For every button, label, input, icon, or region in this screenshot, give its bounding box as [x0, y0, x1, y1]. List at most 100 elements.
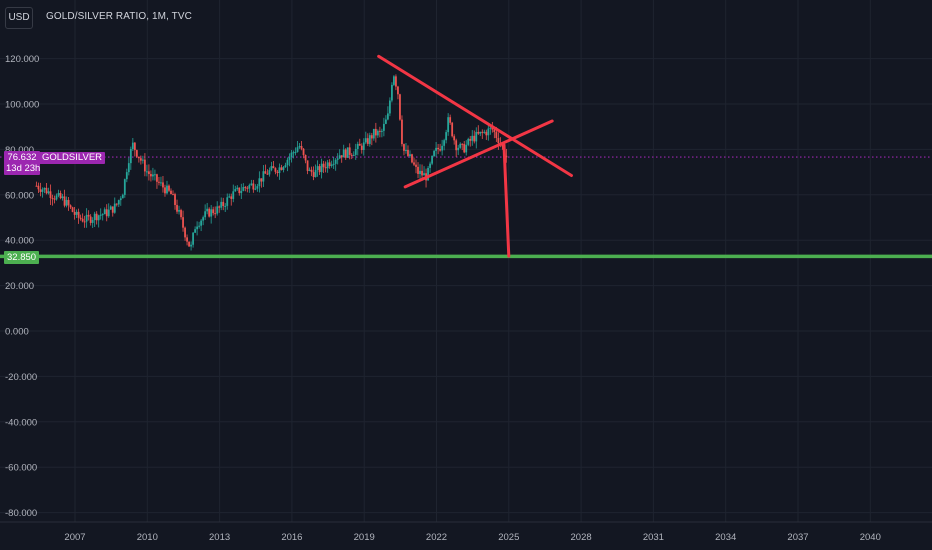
candle-body: [256, 186, 259, 189]
x-tick-label: 2028: [571, 532, 592, 543]
candle-body: [73, 211, 76, 215]
candle-body: [316, 166, 319, 171]
candle-body: [53, 198, 56, 200]
candle-body: [75, 211, 78, 215]
candle-body: [292, 152, 295, 154]
candle-body: [342, 149, 345, 158]
candle-body: [196, 226, 199, 230]
candle-body: [150, 174, 152, 177]
candle-body: [495, 132, 498, 139]
chart-title: GOLD/SILVER RATIO, 1M, TVC: [46, 11, 192, 22]
candle-body: [417, 166, 419, 174]
candle-body: [248, 185, 251, 189]
candle-body: [200, 220, 203, 226]
candle-body: [505, 155, 508, 158]
candle-body: [105, 209, 108, 217]
candle-body: [384, 119, 387, 124]
candle-body: [378, 130, 381, 132]
candle-body: [403, 144, 405, 151]
candle-body: [113, 203, 116, 213]
chart-grid: [0, 0, 932, 522]
x-tick-label: 2040: [860, 532, 881, 543]
candle-body: [47, 191, 50, 194]
candle-body: [230, 196, 233, 199]
candle-body: [188, 241, 190, 247]
candle-body: [190, 244, 192, 247]
candle-body: [336, 158, 339, 160]
candle-body: [461, 143, 464, 145]
candle-body: [356, 143, 359, 149]
x-tick-label: 2034: [715, 532, 736, 543]
candle-body: [344, 149, 347, 158]
candle-body: [326, 162, 329, 169]
candle-body: [395, 76, 397, 87]
candle-body: [431, 155, 433, 164]
candle-body: [399, 94, 401, 120]
candle-body: [91, 220, 94, 223]
y-tick-label: -80.000: [5, 508, 37, 519]
candle-body: [304, 155, 307, 161]
candle-body: [437, 147, 440, 150]
candle-body: [129, 149, 132, 164]
candle-body: [405, 149, 407, 151]
candle-body: [491, 127, 494, 130]
candle-body: [441, 145, 444, 151]
support-level-label: 32.850: [4, 251, 40, 264]
candle-body: [451, 122, 454, 137]
candle-body: [99, 214, 102, 216]
currency-button[interactable]: USD: [5, 7, 33, 29]
candle-body: [234, 189, 237, 192]
candle-body: [218, 206, 221, 208]
candle-body: [178, 210, 180, 212]
y-tick-label: -60.000: [5, 463, 37, 474]
candle-body: [39, 189, 42, 192]
candle-body: [352, 154, 355, 156]
candle-body: [465, 144, 468, 153]
candle-body: [449, 117, 452, 123]
candle-body: [117, 200, 120, 205]
candle-body: [236, 187, 239, 190]
candle-body: [182, 217, 184, 228]
candle-body: [186, 237, 188, 242]
candle-body: [77, 211, 80, 218]
candle-body: [254, 188, 257, 190]
candle-body: [202, 217, 205, 221]
candle-body: [298, 146, 301, 148]
candle-body: [294, 151, 297, 153]
candle-body: [121, 194, 124, 199]
candle-body: [487, 128, 490, 136]
candle-body: [457, 147, 460, 151]
trendline: [403, 119, 554, 189]
candle-body: [204, 211, 207, 218]
candle-body: [266, 173, 269, 175]
candle-body: [192, 232, 194, 245]
candle-body: [198, 225, 201, 227]
candle-body: [358, 143, 361, 146]
candle-body: [427, 167, 429, 181]
x-tick-label: 2025: [498, 532, 519, 543]
x-tick-label: 2007: [64, 532, 85, 543]
candle-body: [228, 196, 231, 198]
candle-body: [135, 150, 138, 157]
candle-body: [364, 138, 367, 143]
candle-body: [314, 170, 317, 178]
candle-body: [348, 147, 351, 155]
candle-body: [300, 146, 303, 149]
candle-body: [226, 197, 229, 206]
candle-body: [433, 150, 435, 156]
candle-body: [328, 162, 331, 166]
last-price-label: 76.632 13d 23h: [4, 151, 40, 175]
last-price-value: 76.632: [7, 152, 37, 163]
candle-body: [413, 162, 415, 165]
candle-body: [79, 217, 82, 219]
candle-body: [63, 196, 66, 206]
candle-body: [208, 208, 211, 217]
candle-body: [439, 149, 442, 151]
candle-body: [168, 185, 170, 191]
candle-body: [119, 198, 122, 201]
candle-body: [286, 159, 289, 166]
candle-body: [71, 207, 74, 212]
candle-body: [174, 194, 176, 206]
symbol-label: GOLDSILVER: [39, 152, 106, 164]
